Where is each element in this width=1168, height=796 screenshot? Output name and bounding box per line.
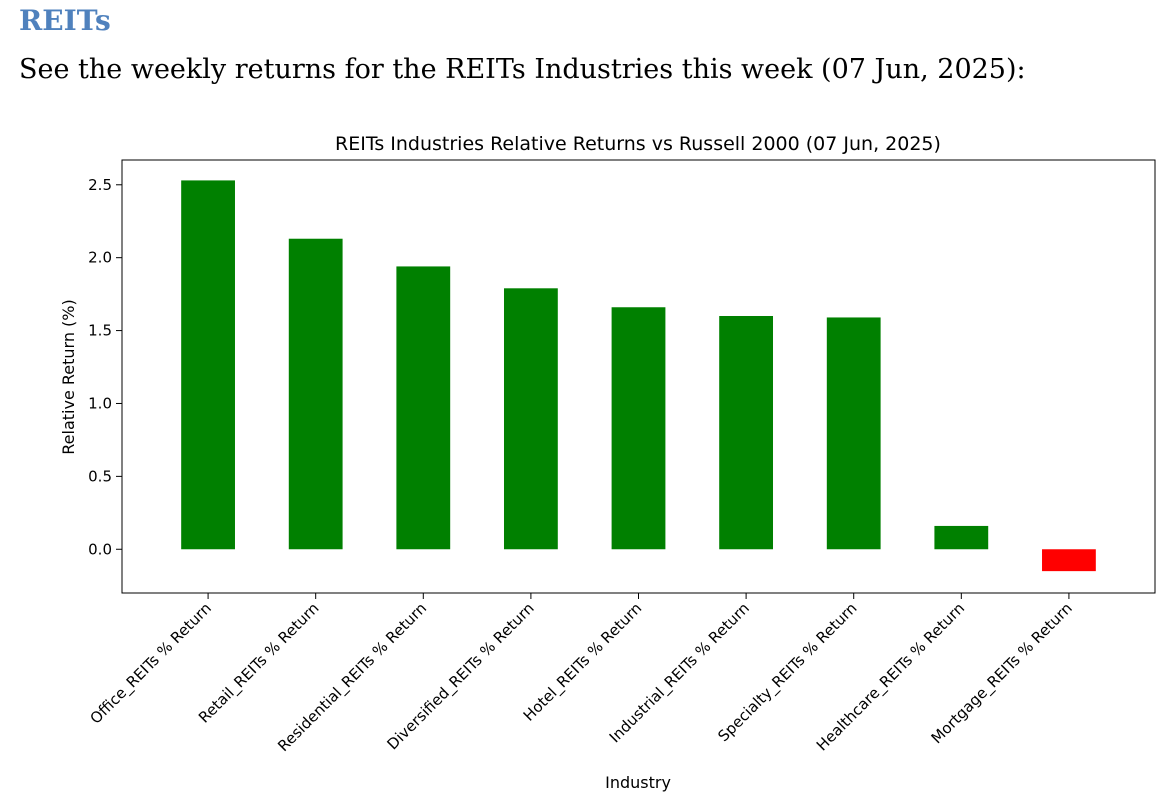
y-axis-label: Relative Return (%) xyxy=(59,299,78,454)
bar-6 xyxy=(719,315,774,550)
chart-title: REITs Industries Relative Returns vs Rus… xyxy=(335,133,941,155)
y-tick-label: 1.5 xyxy=(88,322,112,340)
y-tick-label: 2.5 xyxy=(88,176,112,194)
x-tick-label: Hotel_REITs % Return xyxy=(520,599,646,725)
bar-7 xyxy=(826,317,881,550)
bar-1 xyxy=(181,180,235,550)
section-heading: REITs xyxy=(19,4,111,37)
y-tick-label: 0.0 xyxy=(88,540,112,558)
bar-8 xyxy=(934,525,989,550)
y-tick-label: 2.0 xyxy=(88,249,112,267)
bar-3 xyxy=(396,266,451,550)
y-tick-label: 0.5 xyxy=(88,467,112,485)
y-tick-label: 1.0 xyxy=(88,394,112,412)
x-tick-label: Retail_REITs % Return xyxy=(195,599,323,727)
intro-text: See the weekly returns for the REITs Ind… xyxy=(19,54,1026,85)
bar-4 xyxy=(503,288,558,550)
bar-9 xyxy=(1042,549,1096,572)
bar-5 xyxy=(611,307,666,550)
x-tick-label: Office_REITs % Return xyxy=(86,599,215,728)
bar-2 xyxy=(288,238,343,550)
x-axis-label: Industry xyxy=(605,773,671,792)
